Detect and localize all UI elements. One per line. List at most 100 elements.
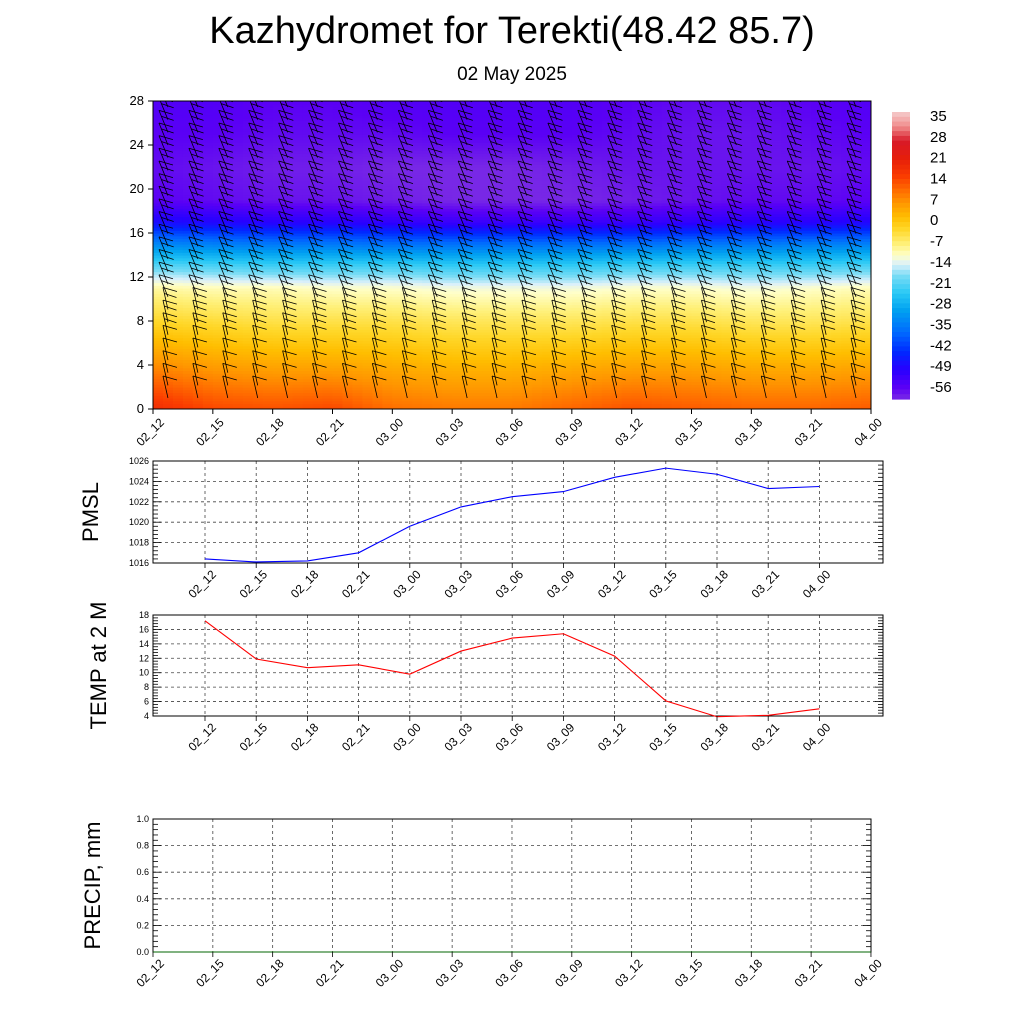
heatmap-cell [332,389,344,394]
heatmap-cell [153,378,164,383]
heatmap-cell [392,373,403,377]
heatmap-cell [851,403,862,407]
heatmap-cell [232,392,244,396]
heatmap-cell [541,376,553,380]
heatmap-cell [502,376,513,380]
heatmap-cell [412,373,423,377]
heatmap-cell [831,395,842,399]
heatmap-cell [512,400,523,405]
heatmap-cell [541,398,553,402]
heatmap-cell [541,400,553,405]
heatmap-cell [591,389,603,394]
heatmap-cell [781,378,792,383]
heatmap-cell [222,398,234,402]
heatmap-cell [791,378,802,383]
heatmap-cell [342,387,354,391]
heatmap-cell [601,392,613,396]
heatmap-cell [432,395,443,399]
heatmap-cell [262,376,274,380]
heatmap-cell [521,381,533,385]
heatmap-cell [202,376,214,380]
heatmap-cell [452,387,463,391]
heatmap-cell [232,400,244,405]
heatmap-cell [282,373,294,377]
heatmap-cell [412,398,423,402]
heatmap-cell [262,378,274,383]
heatmap-cell [342,400,354,405]
heatmap-cell [382,378,393,383]
heatmap-cell [571,387,583,391]
heatmap-cell [153,373,164,377]
heatmap-cell [212,400,224,405]
heatmap-cell [791,400,802,405]
heatmap-cell [362,384,373,388]
heatmap-cell [521,400,533,405]
heatmap-cell [312,384,324,388]
heatmap-cell [482,381,493,385]
heatmap-cell [272,373,284,377]
heatmap-cell [342,392,354,396]
heatmap-cell [801,376,812,380]
heatmap-cell [482,387,493,391]
heatmap-cell [242,387,254,391]
heatmap-cell [432,400,443,405]
heatmap-cell [701,389,713,394]
heatmap-cell [761,381,772,385]
heatmap-cell [342,373,354,377]
heatmap-cell [412,395,423,399]
heatmap-cell [172,392,184,396]
heatmap-cell [721,384,732,388]
heatmap-cell [312,381,324,385]
heatmap-cell [282,392,294,396]
heatmap-cell [322,398,334,402]
heatmap-cell [302,376,314,380]
heatmap-cell [322,376,334,380]
heatmap-cell [342,406,354,409]
heatmap-cell [262,389,274,394]
heatmap-cell [601,389,613,394]
heatmap-cell [302,387,314,391]
heatmap-cell [681,400,693,405]
heatmap-cell [521,395,533,399]
heatmap-cell [262,381,274,385]
heatmap-cell [691,384,703,388]
heatmap-cell [621,406,633,409]
heatmap-cell [202,373,214,377]
heatmap-cell [611,389,623,394]
heatmap-cell [402,389,413,394]
heatmap-cell [302,378,314,383]
heatmap-cell [182,384,194,388]
heatmap-cell [482,406,493,409]
heatmap-cell [731,403,742,407]
heatmap-cell [452,406,463,409]
heatmap-cell [192,373,204,377]
heatmap-cell [422,373,433,377]
heatmap-cell [282,381,294,385]
heatmap-cell [781,384,792,388]
heatmap-cell [282,398,294,402]
heatmap-cell [811,384,822,388]
heatmap-cell [402,392,413,396]
heatmap-cell [492,400,503,405]
heatmap-cell [392,392,403,396]
heatmap-cell [352,389,364,394]
heatmap-cell [422,376,433,380]
heatmap-cell [801,392,812,396]
heatmap-cell [402,406,413,409]
heatmap-cell [691,392,703,396]
heatmap-cell [462,395,473,399]
heatmap-cell [661,376,673,380]
heatmap-cell [651,406,663,409]
heatmap-cell [162,403,174,407]
heatmap-cell [192,378,204,383]
heatmap-cell [302,384,314,388]
heatmap-cell [841,400,852,405]
heatmap-cell [452,389,463,394]
heatmap-cell [442,403,453,407]
heatmap-cell [352,403,364,407]
heatmap-cell [811,392,822,396]
heatmap-cell [422,395,433,399]
heatmap-cell [541,384,553,388]
heatmap-cell [851,406,862,409]
heatmap-cell [362,373,373,377]
